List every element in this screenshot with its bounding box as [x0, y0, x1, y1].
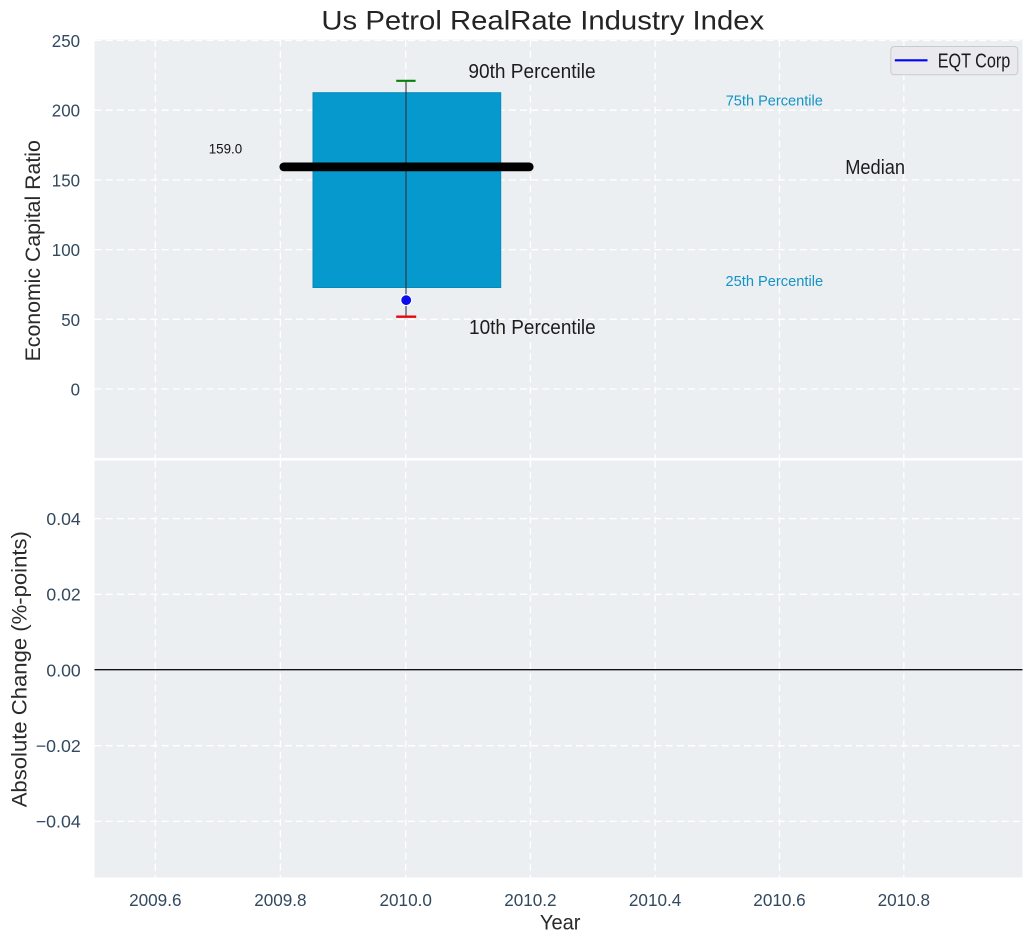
svg-text:2010.8: 2010.8 [878, 890, 930, 910]
svg-text:−0.02: −0.02 [36, 736, 81, 756]
svg-text:100: 100 [52, 240, 80, 260]
svg-text:2010.6: 2010.6 [753, 890, 805, 910]
svg-text:250: 250 [52, 31, 80, 51]
svg-text:0: 0 [71, 380, 81, 400]
svg-text:0.04: 0.04 [46, 509, 81, 529]
svg-text:90th Percentile: 90th Percentile [468, 61, 595, 83]
svg-text:2010.0: 2010.0 [380, 890, 433, 910]
svg-text:50: 50 [61, 310, 80, 330]
svg-text:2010.2: 2010.2 [504, 890, 556, 910]
svg-text:−0.04: −0.04 [36, 812, 81, 832]
svg-text:2009.6: 2009.6 [129, 890, 181, 910]
svg-text:Us Petrol RealRate Industry In: Us Petrol RealRate Industry Index [321, 6, 764, 36]
svg-text:EQT Corp: EQT Corp [938, 50, 1011, 73]
svg-text:200: 200 [52, 101, 80, 121]
svg-text:25th Percentile: 25th Percentile [726, 273, 824, 290]
svg-text:2010.4: 2010.4 [629, 890, 682, 910]
svg-text:150: 150 [52, 170, 80, 190]
svg-text:75th Percentile: 75th Percentile [726, 93, 823, 110]
svg-text:Absolute Change (%-points): Absolute Change (%-points) [8, 531, 32, 807]
svg-text:Year: Year [540, 911, 581, 935]
svg-text:10th Percentile: 10th Percentile [469, 317, 596, 339]
svg-text:2009.8: 2009.8 [254, 890, 306, 910]
svg-text:159.0: 159.0 [209, 142, 243, 157]
svg-text:Median: Median [845, 157, 905, 179]
svg-text:0.02: 0.02 [46, 585, 80, 605]
svg-text:0.00: 0.00 [46, 660, 81, 680]
svg-text:Economic Capital Ratio: Economic Capital Ratio [21, 140, 45, 361]
